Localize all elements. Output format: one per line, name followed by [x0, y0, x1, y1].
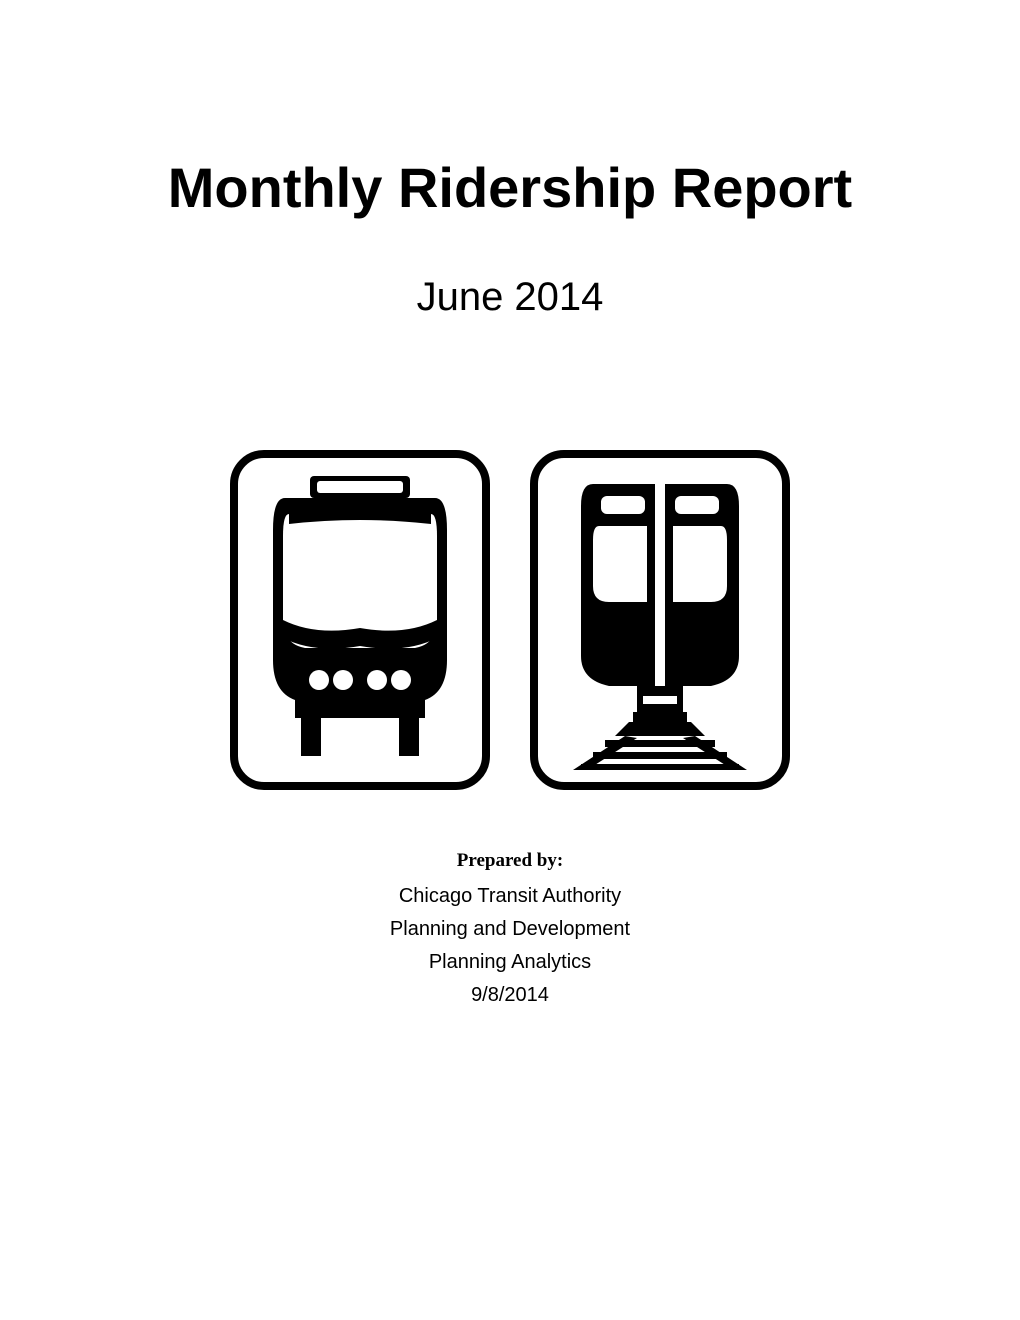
icons-row [230, 450, 790, 790]
prepared-by-group: Planning Analytics [390, 946, 630, 979]
bus-icon [255, 470, 465, 770]
train-icon-card [530, 450, 790, 790]
prepared-by-date: 9/8/2014 [390, 979, 630, 1012]
prepared-by-label: Prepared by: [390, 845, 630, 876]
train-icon [555, 470, 765, 770]
prepared-by-section: Prepared by: Chicago Transit Authority P… [390, 845, 630, 1012]
bus-icon-card [230, 450, 490, 790]
page-subtitle: June 2014 [417, 275, 604, 320]
prepared-by-dept: Planning and Development [390, 913, 630, 946]
prepared-by-org: Chicago Transit Authority [390, 880, 630, 913]
page-title: Monthly Ridership Report [168, 155, 852, 220]
